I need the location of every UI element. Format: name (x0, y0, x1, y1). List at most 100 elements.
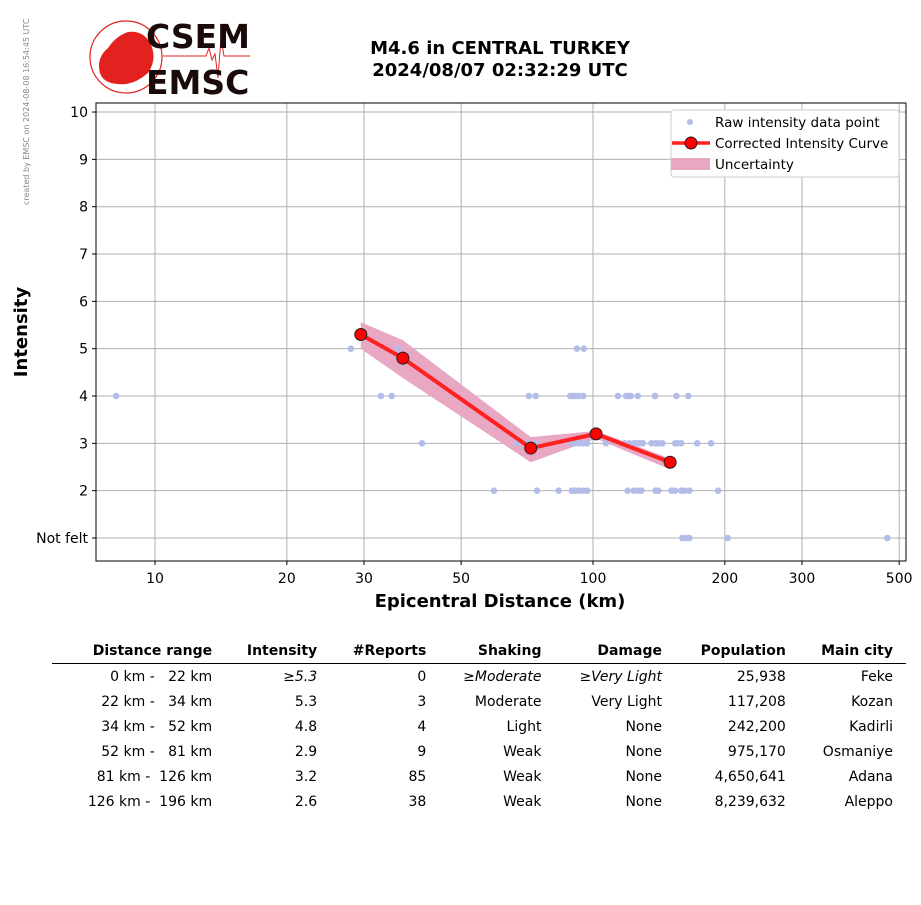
table-header: Main city (798, 641, 906, 664)
table-row: 126 km - 196 km 2.6 38 Weak None 8,239,632 Ale… (52, 789, 906, 814)
raw-data-point (686, 534, 693, 542)
raw-data-point (630, 487, 638, 494)
cell-population: 975,170 (727, 743, 786, 760)
cell-damage: Very Light (591, 693, 662, 710)
cell-damage: ≥Very Light (579, 668, 662, 685)
y-tick-label: 8 (79, 200, 88, 216)
cell-shaking: Weak (503, 793, 542, 810)
raw-data-point (377, 392, 385, 400)
raw-data-point (583, 487, 591, 494)
y-tick-label: 7 (79, 247, 88, 263)
raw-data-point (707, 440, 715, 447)
table-row: 22 km - 34 km 5.3 3 Moderate Very Light 117,2… (52, 689, 906, 714)
x-tick-label: 500 (886, 571, 913, 587)
cell-damage: None (625, 793, 662, 810)
cell-reports: 3 (417, 693, 427, 710)
svg-text:EMSC: EMSC (146, 63, 249, 98)
raw-data-point (112, 392, 120, 400)
title-line2: 2024/08/07 02:32:29 UTC (372, 60, 628, 81)
intensity-chart: 10 20 30 50 100 200 300 500 Not felt 2 3 4 5 6 7 8 9 10 E… (11, 102, 913, 612)
cell-damage: None (625, 768, 662, 785)
cell-range: 126 km - 196 km (87, 793, 213, 810)
raw-data-point (614, 392, 622, 400)
raw-data-point (884, 534, 891, 542)
cell-range: 0 km - 22 km (110, 668, 213, 685)
raw-data-point (634, 392, 642, 400)
table-header: Distance range (52, 641, 226, 664)
raw-data-point (686, 487, 693, 494)
cell-intensity: 2.9 (294, 743, 318, 760)
cell-population: 242,200 (727, 718, 786, 735)
y-tick-label: 2 (79, 484, 88, 500)
raw-data-point (525, 392, 533, 400)
legend-raw-marker (687, 119, 693, 125)
cell-city: Kadirli (849, 718, 893, 735)
x-tick-label: 30 (355, 571, 373, 587)
raw-data-point (602, 440, 610, 447)
raw-data-point (580, 345, 588, 352)
raw-data-point (655, 487, 662, 494)
x-tick-label: 300 (789, 571, 816, 587)
cell-population: 25,938 (736, 668, 786, 685)
raw-data-point (639, 440, 647, 447)
raw-data-point (490, 487, 498, 494)
title-line1: M4.6 in CENTRAL TURKEY (370, 38, 630, 59)
cell-shaking: Weak (503, 768, 542, 785)
cell-population: 4,650,641 (714, 768, 786, 785)
y-axis-label: Intensity (11, 287, 32, 378)
intensity-table: Distance range Intensity #Reports Shaking Da… (52, 641, 906, 814)
table-header: Shaking (439, 641, 555, 664)
legend-curve-label: Corrected Intensity Curve (715, 136, 888, 152)
raw-data-point (693, 440, 701, 447)
svg-text:CSEM: CSEM (146, 18, 250, 56)
raw-data-point (573, 345, 581, 352)
x-tick-label: 200 (711, 571, 738, 587)
table-row: 34 km - 52 km 4.8 4 Light None 242,200 Kadirli (52, 714, 906, 739)
corrected-intensity-point (354, 327, 368, 341)
raw-data-point (579, 392, 587, 400)
y-tick-label: 6 (79, 294, 88, 310)
raw-data-point (418, 440, 426, 447)
raw-data-point (714, 487, 722, 494)
x-tick-label: 20 (278, 571, 296, 587)
raw-data-point (681, 487, 689, 494)
cell-city: Osmaniye (822, 743, 893, 760)
legend-curve-marker (684, 136, 698, 150)
plot-frame (95, 102, 907, 562)
cell-city: Kozan (851, 693, 893, 710)
cell-reports: 0 (417, 668, 427, 685)
raw-data-point (673, 392, 680, 400)
raw-data-point (347, 345, 355, 352)
corrected-intensity-point (524, 441, 538, 455)
raw-data-point (724, 534, 731, 542)
cell-shaking: Weak (503, 743, 542, 760)
cell-range: 34 km - 52 km (101, 718, 213, 735)
cell-reports: 9 (417, 743, 427, 760)
y-tick-label: 5 (79, 342, 88, 358)
table-header: Intensity (225, 641, 331, 664)
cell-range: 22 km - 34 km (101, 693, 213, 710)
raw-data-point (659, 440, 666, 447)
raw-data-point (395, 345, 402, 352)
cell-intensity: 2.6 (294, 793, 318, 810)
x-tick-label: 100 (580, 571, 607, 587)
cell-reports: 38 (408, 793, 427, 810)
raw-data-point (532, 392, 540, 400)
cell-shaking: Moderate (474, 693, 542, 710)
y-tick-label: 4 (79, 389, 88, 405)
corrected-intensity-point (396, 351, 410, 365)
legend: Raw intensity data point Corrected Inten… (670, 109, 900, 178)
cell-intensity: 5.3 (294, 693, 318, 710)
cell-reports: 4 (417, 718, 427, 735)
cell-city: Adana (848, 768, 893, 785)
cell-intensity: 4.8 (294, 718, 318, 735)
cell-reports: 85 (408, 768, 427, 785)
cell-damage: None (625, 718, 662, 735)
corrected-intensity-point (589, 427, 603, 441)
chart-title: M4.6 in CENTRAL TURKEY 2024/08/07 02:32:… (300, 38, 700, 82)
raw-data-point (684, 392, 692, 400)
table-row: 52 km - 81 km 2.9 9 Weak None 975,170 Osmaniye (52, 739, 906, 764)
raw-data-point (533, 487, 541, 494)
legend-box (670, 109, 900, 178)
